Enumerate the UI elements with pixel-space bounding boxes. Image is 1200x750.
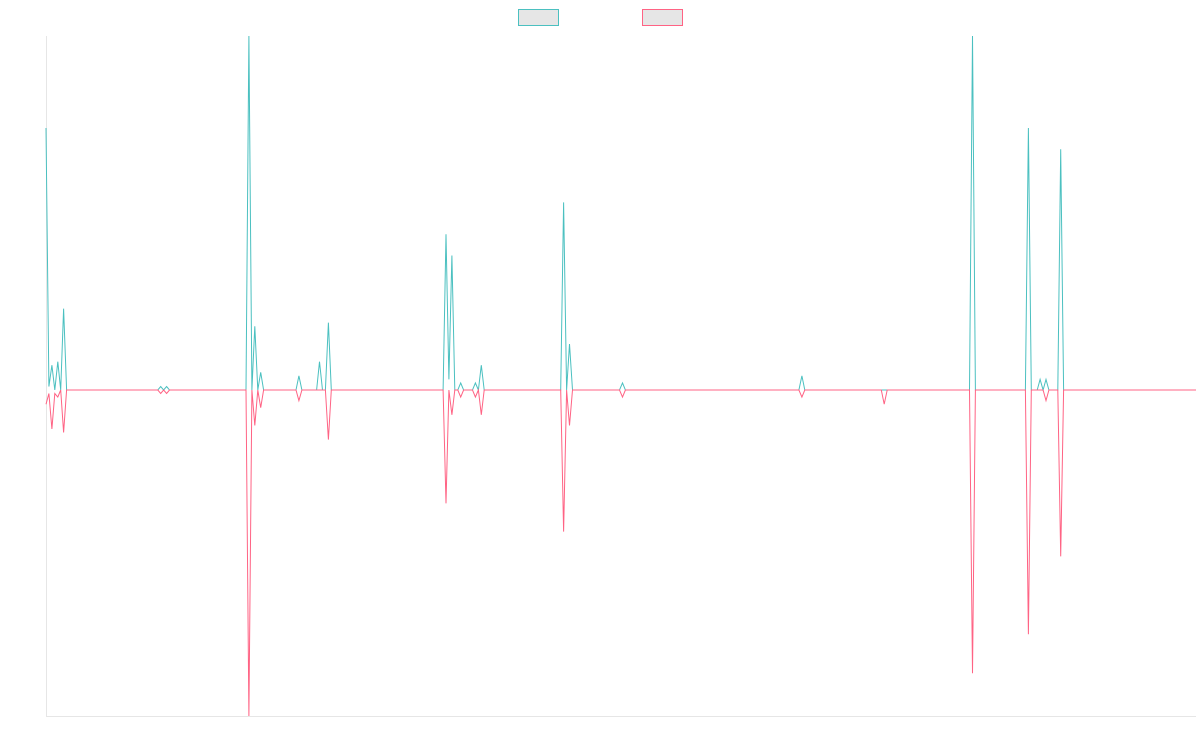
- series-line-1: [45, 35, 1196, 392]
- legend-swatch-1[interactable]: [518, 9, 559, 26]
- legend: [518, 9, 683, 26]
- series-line-2: [45, 388, 1196, 717]
- legend-swatch-2[interactable]: [642, 9, 683, 26]
- series-layer: [45, 35, 1196, 717]
